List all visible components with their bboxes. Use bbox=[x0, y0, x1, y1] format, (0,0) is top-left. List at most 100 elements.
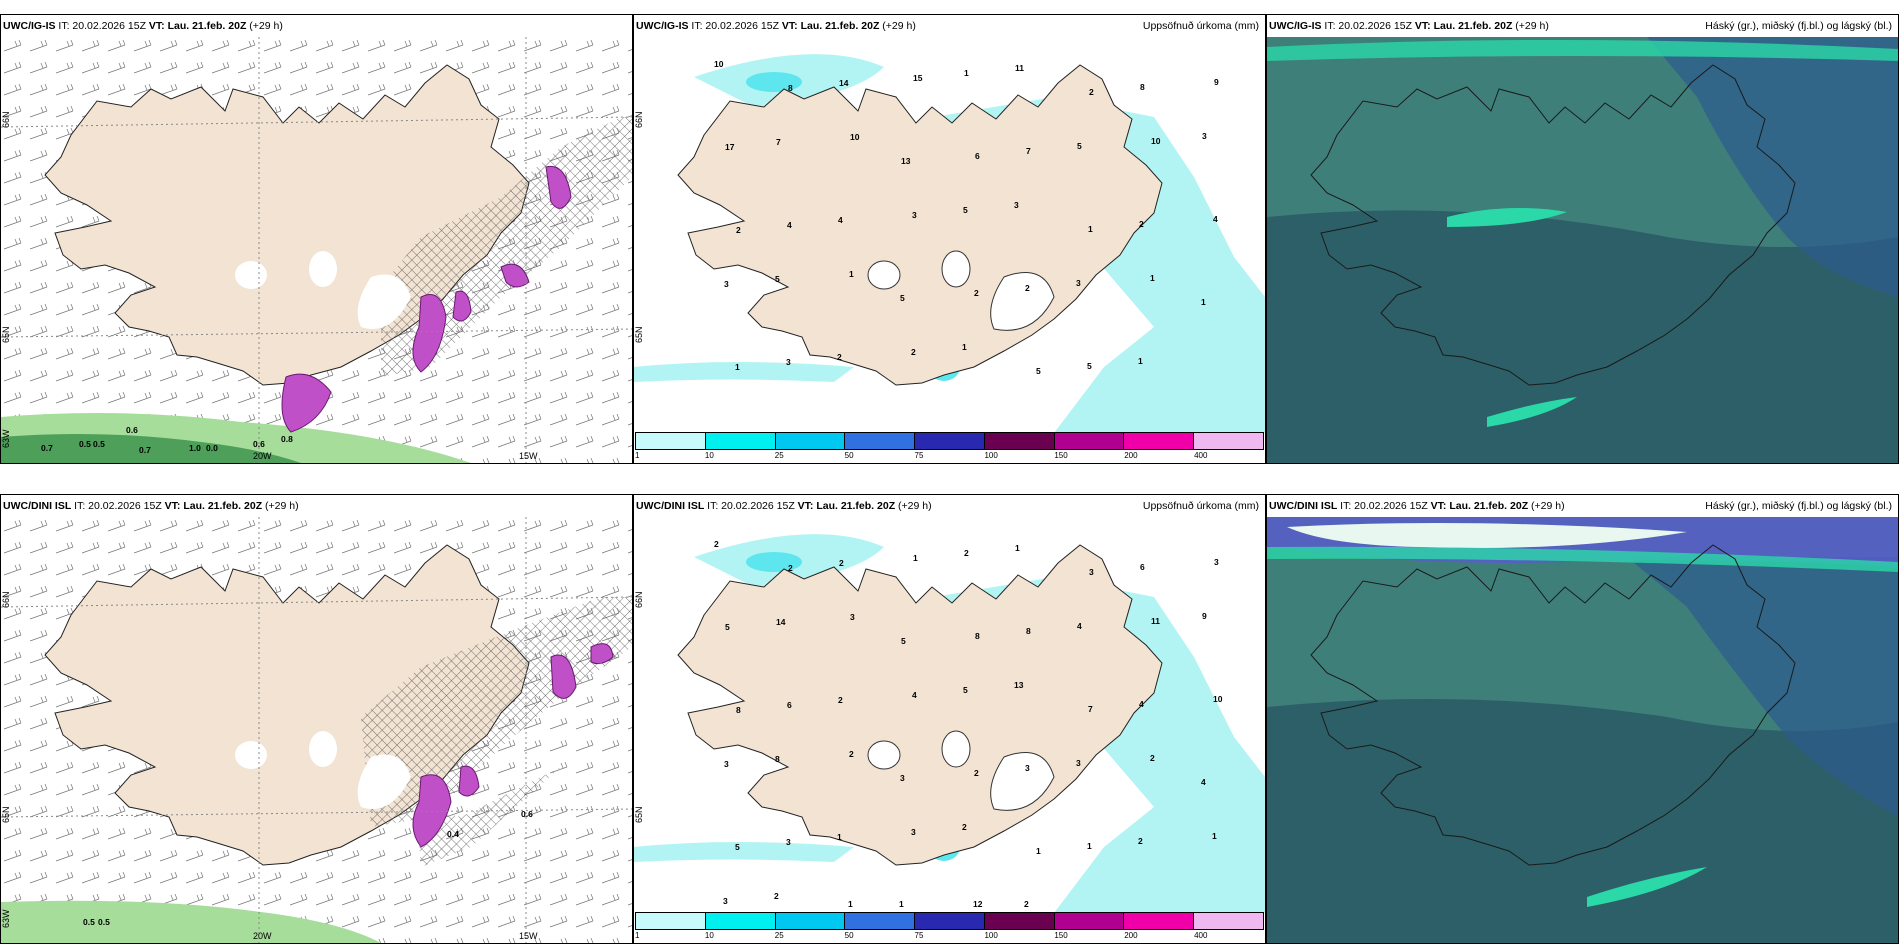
panel-precip-dini: UWC/DINI ISL IT: 20.02.2026 15Z VT: Lau.… bbox=[633, 494, 1266, 944]
panel-header: UWC/DINI ISL IT: 20.02.2026 15Z VT: Lau.… bbox=[1, 495, 632, 517]
lead-time: (+29 h) bbox=[1515, 20, 1549, 32]
scale-ticks: 1 10 25 50 75 100 150 200 400 bbox=[635, 450, 1264, 462]
purple-precip-4 bbox=[545, 165, 572, 209]
scale-tick-label: 150 bbox=[1054, 451, 1068, 460]
glacier-hofsjokull bbox=[235, 261, 267, 289]
scale-tick-label: 400 bbox=[1194, 931, 1208, 940]
precip-value-label: 2 bbox=[974, 288, 979, 298]
precip-value-label: 10 bbox=[1213, 694, 1223, 704]
valid-time: VT: Lau. 21.feb. 20Z bbox=[797, 500, 896, 512]
scale-tick-label: 400 bbox=[1194, 451, 1208, 460]
high-cloud-band bbox=[1267, 39, 1898, 61]
snow-hatch-area bbox=[361, 597, 632, 827]
panel-wind-ig-is: UWC/IG-IS IT: 20.02.2026 15Z VT: Lau. 21… bbox=[0, 14, 633, 464]
precip-value-label: 4 bbox=[1201, 777, 1206, 787]
scale-swatch bbox=[1194, 433, 1264, 449]
precip-value-label: 6 bbox=[975, 151, 980, 161]
precip-value-label: 2 bbox=[837, 352, 842, 362]
lat-label: 66N bbox=[634, 111, 644, 128]
precip-value-label: 5 bbox=[775, 274, 780, 284]
precip-value-label: 1 bbox=[848, 899, 853, 909]
cloud-mid-layer bbox=[1267, 699, 1898, 943]
precip-value-label: 7 bbox=[776, 137, 781, 147]
value-label: 0.5 bbox=[93, 439, 105, 449]
precip-value-label: 11 bbox=[1151, 616, 1160, 626]
lead-time: (+29 h) bbox=[249, 20, 283, 32]
precip-value-label: 5 bbox=[1036, 366, 1041, 376]
precip-value-label: 4 bbox=[838, 215, 843, 225]
precip-value-label: 2 bbox=[839, 558, 844, 568]
precip-value-label: 2 bbox=[974, 768, 979, 778]
value-label: 0.5 bbox=[79, 439, 91, 449]
precip-value-label: 8 bbox=[1026, 626, 1031, 636]
value-label: 0.7 bbox=[41, 443, 53, 453]
panel-clouds-ig-is: UWC/IG-IS IT: 20.02.2026 15Z VT: Lau. 21… bbox=[1266, 14, 1899, 464]
precip-value-label: 1 bbox=[1087, 841, 1092, 851]
precip-value-label: 5 bbox=[735, 842, 740, 852]
scale-tick-label: 25 bbox=[774, 451, 784, 460]
precip-value-label: 2 bbox=[1089, 87, 1094, 97]
value-label: 0.0 bbox=[206, 443, 218, 453]
lead-time: (+29 h) bbox=[265, 500, 299, 512]
precip-value-label: 1 bbox=[913, 553, 918, 563]
model-name: UWC/IG-IS bbox=[1269, 20, 1322, 32]
precip-value-label: 3 bbox=[1076, 758, 1081, 768]
glacier-hofsjokull bbox=[235, 741, 267, 769]
precip-color-scale: 1 10 25 50 75 100 150 200 400 bbox=[635, 912, 1264, 942]
green-precip-area bbox=[1, 900, 381, 943]
lat-line-66n bbox=[1, 596, 632, 608]
scale-ticks: 1 10 25 50 75 100 150 200 400 bbox=[635, 930, 1264, 942]
precip-value-label: 7 bbox=[1088, 704, 1093, 714]
scale-swatch bbox=[705, 433, 776, 449]
model-name: UWC/IG-IS bbox=[636, 20, 689, 32]
precip-value-label: 1 bbox=[1150, 273, 1155, 283]
precip-value-label: 9 bbox=[1214, 77, 1219, 87]
precip-value-label: 2 bbox=[911, 347, 916, 357]
scale-swatch bbox=[1124, 433, 1195, 449]
precip-color-scale: 1 10 25 50 75 100 150 200 400 bbox=[635, 432, 1264, 462]
panel-title: Uppsöfnuð úrkoma (mm) bbox=[1142, 20, 1259, 32]
panel-precip-ig-is: UWC/IG-IS IT: 20.02.2026 15Z VT: Lau. 21… bbox=[633, 14, 1266, 464]
precip-value-label: 1 bbox=[899, 899, 904, 909]
value-label: 0.6 bbox=[521, 809, 533, 819]
value-label: 0.7 bbox=[139, 445, 151, 455]
scale-bar bbox=[635, 432, 1264, 450]
glacier-hofsjokull bbox=[867, 260, 901, 290]
init-time: IT: 20.02.2026 15Z bbox=[1340, 500, 1428, 512]
purple-precip-2 bbox=[458, 765, 480, 797]
precip-value-label: 2 bbox=[788, 563, 793, 573]
precip-value-label: 1 bbox=[837, 832, 842, 842]
precip-value-label: 5 bbox=[900, 293, 905, 303]
glacier-vatnajokull bbox=[357, 274, 411, 329]
value-label: 0.5 bbox=[83, 917, 95, 927]
lat-label: 65N bbox=[634, 326, 644, 343]
valid-time: VT: Lau. 21.feb. 20Z bbox=[781, 20, 880, 32]
panel-clouds-dini: UWC/DINI ISL IT: 20.02.2026 15Z VT: Lau.… bbox=[1266, 494, 1899, 944]
valid-time: VT: Lau. 21.feb. 20Z bbox=[164, 500, 263, 512]
scale-tick-label: 100 bbox=[984, 931, 998, 940]
precip-value-label: 14 bbox=[839, 78, 849, 88]
lat-line-66n bbox=[1, 116, 632, 128]
precip-value-label: 3 bbox=[911, 827, 916, 837]
precip-value-label: 3 bbox=[1014, 200, 1019, 210]
lat-label: 66N bbox=[1, 591, 11, 608]
purple-precip-5 bbox=[500, 263, 530, 288]
precip-max-nw bbox=[746, 552, 802, 572]
scale-tick-label: 50 bbox=[844, 931, 854, 940]
precip-value-label: 1 bbox=[735, 362, 740, 372]
valid-time: VT: Lau. 21.feb. 20Z bbox=[148, 20, 247, 32]
precip-value-label: 1 bbox=[1138, 356, 1143, 366]
cloud-mid-layer bbox=[1267, 210, 1898, 463]
scale-swatch bbox=[984, 913, 1055, 929]
lat-label: 66N bbox=[1, 111, 11, 128]
model-name: UWC/DINI ISL bbox=[1269, 500, 1338, 512]
map-area: 10 8 14 15 1 11 2 8 9 17 7 10 13 6 7 5 10 3 2 4 4 3 5 3 1 2 4 3 5 1 5 2… bbox=[634, 37, 1265, 433]
precip-value-label: 15 bbox=[913, 73, 923, 83]
valid-time: VT: Lau. 21.feb. 20Z bbox=[1430, 500, 1529, 512]
precip-value-label: 2 bbox=[1024, 899, 1029, 909]
panel-header: UWC/DINI ISL IT: 20.02.2026 15Z VT: Lau.… bbox=[1267, 495, 1898, 517]
precip-value-label: 14 bbox=[776, 617, 786, 627]
precip-value-label: 3 bbox=[786, 837, 791, 847]
purple-precip-3 bbox=[550, 654, 577, 699]
panel-header: UWC/IG-IS IT: 20.02.2026 15Z VT: Lau. 21… bbox=[1, 15, 632, 37]
